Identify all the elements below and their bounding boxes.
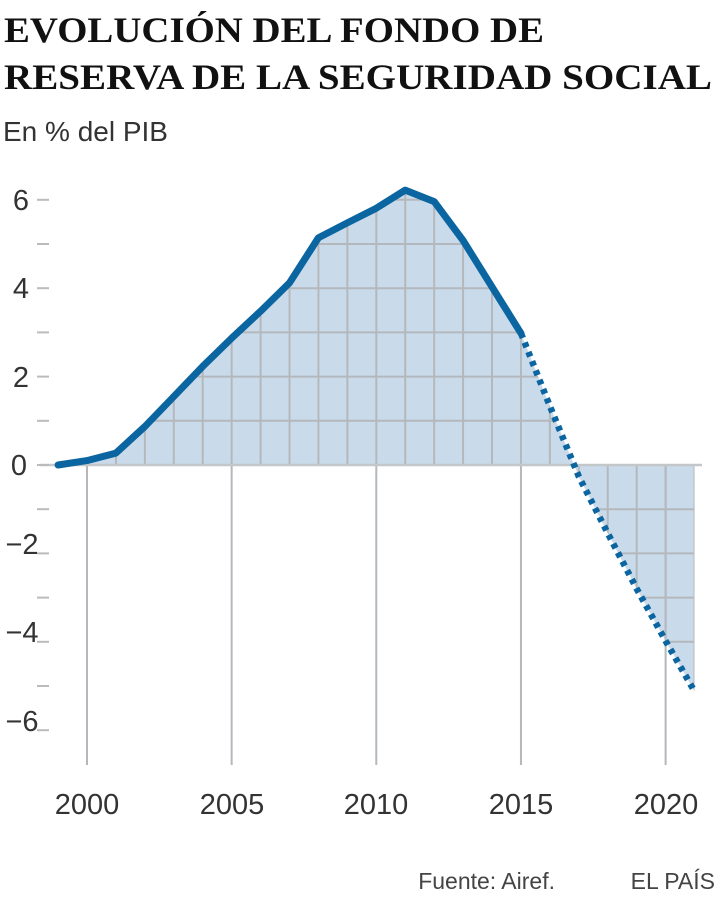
x-tick-label: 2020 (634, 789, 699, 821)
publisher-credit: EL PAÍS (631, 868, 715, 894)
y-tick-label: 6 (13, 185, 29, 217)
x-tick-label: 2005 (200, 789, 265, 821)
y-tick-label: −6 (5, 706, 38, 738)
x-tick-label: 2015 (489, 789, 554, 821)
chart-subtitle: En % del PIB (3, 116, 168, 147)
chart-title-line-2: RESERVA DE LA SEGURIDAD SOCIAL (4, 57, 712, 97)
x-tick-label: 2000 (55, 789, 120, 821)
y-tick-label: −2 (5, 529, 38, 561)
y-tick-label: 0 (11, 450, 27, 482)
axes (37, 198, 702, 765)
chart-title-line-1: EVOLUCIÓN DEL FONDO DE (4, 10, 544, 50)
y-tick-label: 2 (13, 362, 29, 394)
y-tick-label: 4 (13, 273, 29, 305)
x-tick-label: 2010 (344, 789, 409, 821)
series-lines (54, 186, 698, 693)
source-note: Fuente: Airef. (418, 868, 555, 894)
y-tick-label: −4 (5, 617, 38, 649)
